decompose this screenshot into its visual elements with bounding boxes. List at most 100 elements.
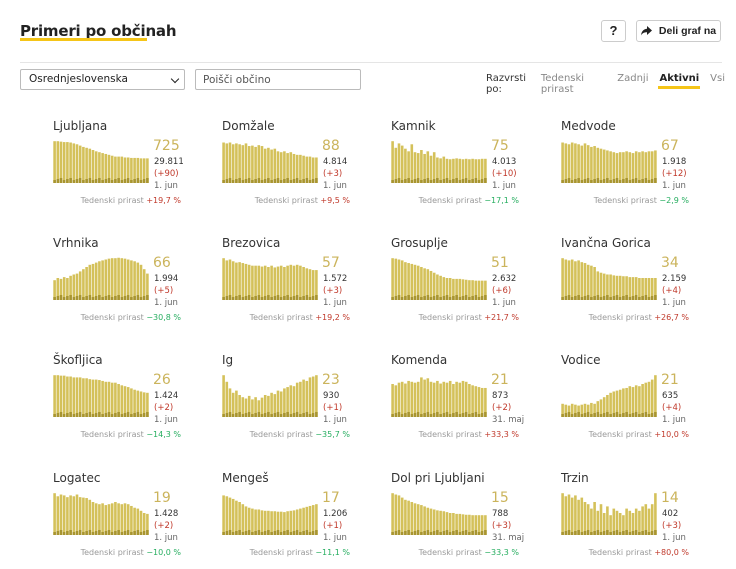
sparkline-bar — [62, 495, 66, 535]
sparkline-new-bar — [413, 413, 417, 417]
sort-option-vsi[interactable]: Vsi — [710, 73, 725, 84]
sparkline-bar — [241, 397, 245, 417]
sparkline-bar — [599, 399, 603, 417]
municipality-card[interactable]: Trzin 14 402 (+3) 1. jun Tedenski prirast +80… — [561, 471, 701, 569]
sparkline-bar — [484, 158, 487, 183]
sparkline-new-bar — [53, 532, 56, 535]
sparkline-new-bar — [257, 530, 261, 535]
weekly-growth-label: Tedenski prirast — [249, 313, 313, 322]
sparkline-bar — [315, 504, 318, 535]
municipality-card[interactable]: Domžale 88 4.814 (+3) 1. jun Tedenski prirast… — [222, 119, 362, 224]
sparkline-new-bar — [622, 531, 625, 535]
sparkline-bar — [114, 502, 117, 535]
sparkline-new-bar — [413, 531, 417, 535]
sparkline-bar — [302, 507, 305, 535]
sparkline-bar — [72, 274, 76, 300]
sort-option-tedenski[interactable]: Tedenski prirast — [540, 73, 585, 95]
sparkline-bar — [400, 381, 404, 417]
sparkline-bar — [654, 493, 657, 535]
sparkline-new-bar — [480, 413, 484, 417]
municipality-card[interactable]: Brezovica 57 1.572 (+3) 1. jun Tedenski prira… — [222, 236, 362, 341]
sparkline-new-bar — [286, 178, 289, 183]
sparkline-bar — [120, 258, 124, 300]
region-select[interactable]: Osrednjeslovenska — [20, 69, 185, 90]
sparkline-bar — [263, 148, 267, 183]
municipality-card[interactable]: Vodice 21 635 (+4) 1. jun Tedenski prirast +1… — [561, 353, 701, 458]
date-value: 1. jun — [323, 415, 347, 425]
municipality-card[interactable]: Grosuplje 51 2.632 (+6) 1. jun Tedenski prira… — [391, 236, 531, 341]
sparkline-bar — [53, 493, 56, 535]
sparkline-new-bar — [263, 413, 267, 417]
sparkline-new-bar — [85, 179, 88, 183]
weekly-growth-label: Tedenski prirast — [254, 196, 318, 205]
sparkline-new-bar — [458, 414, 462, 417]
sparkline-new-bar — [283, 296, 286, 300]
sparkline-new-bar — [62, 297, 66, 300]
sparkline-bar — [126, 259, 130, 300]
municipality-card[interactable]: Medvode 67 1.918 (+12) 1. jun Tedenski priras… — [561, 119, 701, 224]
municipality-card[interactable]: Kamnik 75 4.013 (+10) 1. jun Tedenski prirast… — [391, 119, 531, 224]
sparkline-new-bar — [279, 180, 283, 183]
sparkline-bar — [580, 262, 584, 300]
sparkline-new-bar — [117, 295, 120, 300]
weekly-growth: Tedenski prirast +10,0 % — [561, 430, 689, 439]
sparkline-new-bar — [146, 295, 149, 300]
sparkline-bar — [612, 508, 616, 535]
sparkline-bar — [647, 151, 651, 183]
sparkline-new-bar — [276, 530, 280, 535]
municipality-card[interactable]: Ivančna Gorica 34 2.159 (+4) 1. jun Tedenski … — [561, 236, 701, 341]
sparkline-bar — [634, 385, 638, 417]
weekly-growth-label: Tedenski prirast — [80, 430, 144, 439]
sparkline-bar — [56, 375, 60, 417]
municipality-card[interactable]: Ljubljana 725 29.811 (+90) 1. jun Tedenski pr… — [53, 119, 193, 224]
sort-option-zadnji[interactable]: Zadnji — [617, 73, 649, 84]
sparkline-bar — [91, 379, 95, 417]
sparkline-new-bar — [644, 530, 648, 535]
sparkline-new-bar — [120, 297, 124, 300]
sparkline-new-bar — [85, 531, 88, 535]
sparkline-new-bar — [94, 179, 98, 183]
sparkline-bar — [123, 386, 127, 417]
weekly-growth: Tedenski prirast +9,5 % — [222, 196, 350, 205]
search-input[interactable] — [195, 69, 361, 90]
sparkline-new-bar — [315, 412, 318, 417]
sparkline-bar — [56, 496, 60, 535]
sparkline-bar — [480, 280, 484, 300]
municipality-card[interactable]: Ig 23 930 (+1) 1. jun Tedenski prirast −35,7 … — [222, 353, 362, 458]
municipality-card[interactable]: Škofljica 26 1.424 (+2) 1. jun Tedenski prira… — [53, 353, 193, 458]
sparkline-new-bar — [231, 532, 235, 535]
weekly-growth: Tedenski prirast −10,0 % — [53, 548, 181, 557]
sparkline-new-bar — [311, 296, 315, 300]
sparkline-new-bar — [625, 178, 628, 183]
sparkline-new-bar — [455, 295, 458, 300]
sparkline-bar — [564, 404, 568, 417]
sparkline-bar — [305, 380, 309, 417]
sparkline-new-bar — [75, 531, 79, 535]
sparkline-new-bar — [72, 180, 76, 183]
sparkline-new-bar — [609, 180, 612, 183]
help-button[interactable]: ? — [601, 20, 626, 42]
sparkline-new-bar — [292, 531, 296, 535]
sparkline-bar — [570, 259, 574, 300]
sparkline-new-bar — [235, 296, 238, 300]
municipality-card[interactable]: Komenda 21 873 (+2) 31. maj Tedenski prirast … — [391, 353, 531, 458]
municipality-card[interactable]: Mengeš 17 1.206 (+1) 1. jun Tedenski prirast … — [222, 471, 362, 569]
municipality-card[interactable]: Logatec 19 1.428 (+2) 1. jun Tedenski prirast… — [53, 471, 193, 569]
sparkline-bar — [69, 142, 72, 183]
daily-delta-value: (+2) — [154, 521, 174, 531]
sparkline-bar — [436, 510, 439, 535]
sparkline-bar — [609, 515, 612, 535]
share-button[interactable]: Deli graf na — [636, 20, 721, 42]
sparkline-new-bar — [299, 180, 302, 183]
sort-option-aktivni[interactable]: Aktivni — [658, 73, 700, 95]
sparkline-new-bar — [420, 297, 423, 300]
sparkline-bar — [146, 158, 149, 183]
sparkline-bar — [311, 270, 315, 300]
sparkline-new-bar — [82, 532, 85, 535]
municipality-card[interactable]: Vrhnika 66 1.994 (+5) 1. jun Tedenski prirast… — [53, 236, 193, 341]
sparkline-new-bar — [391, 414, 394, 417]
sparkline-bar — [126, 504, 130, 535]
sparkline-new-bar — [82, 297, 85, 300]
sparkline-new-bar — [142, 179, 146, 183]
municipality-card[interactable]: Dol pri Ljubljani 15 788 (+3) 31. maj Tedensk… — [391, 471, 531, 569]
